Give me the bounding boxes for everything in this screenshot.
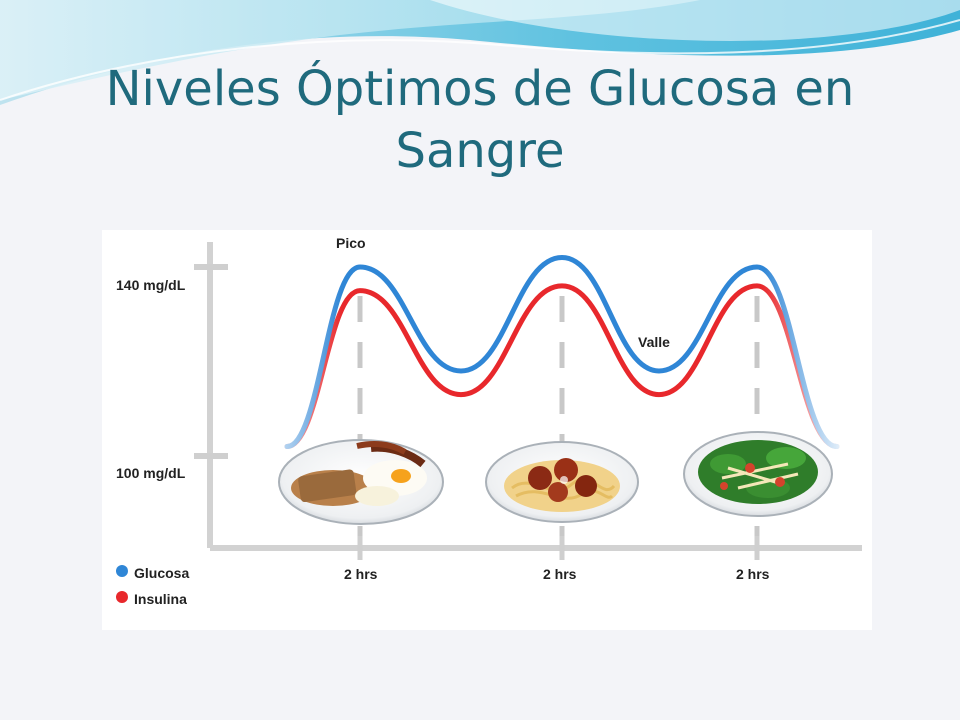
header-wave-decoration — [0, 0, 960, 105]
salad-plate-image — [683, 431, 833, 517]
left-fade — [252, 270, 342, 470]
y-tick-label-140: 140 mg/dL — [116, 277, 186, 293]
breakfast-plate-image — [278, 439, 444, 525]
y-tick-label-100: 100 mg/dL — [116, 465, 186, 481]
chart-svg: 140 mg/dL 100 mg/dL Pico Valle — [116, 235, 862, 607]
x-tick-label-1: 2 hrs — [344, 566, 378, 582]
legend-label-insulina: Insulina — [134, 591, 187, 607]
series-line-insulina — [284, 283, 840, 450]
legend: Glucosa Insulina — [116, 565, 189, 607]
legend-label-glucosa: Glucosa — [134, 565, 189, 581]
valley-annotation: Valle — [638, 334, 670, 350]
spaghetti-meatballs-plate-image — [485, 441, 639, 523]
glucose-chart: 140 mg/dL 100 mg/dL Pico Valle — [102, 230, 872, 630]
x-tick-label-3: 2 hrs — [736, 566, 770, 582]
series-line-glucosa — [284, 255, 840, 450]
peak-annotation: Pico — [336, 235, 366, 251]
x-tick-label-2: 2 hrs — [543, 566, 577, 582]
slide-title: Niveles Óptimos de Glucosa en Sangre — [105, 61, 855, 179]
legend-marker-glucosa — [116, 565, 128, 577]
legend-marker-insulina — [116, 591, 128, 603]
